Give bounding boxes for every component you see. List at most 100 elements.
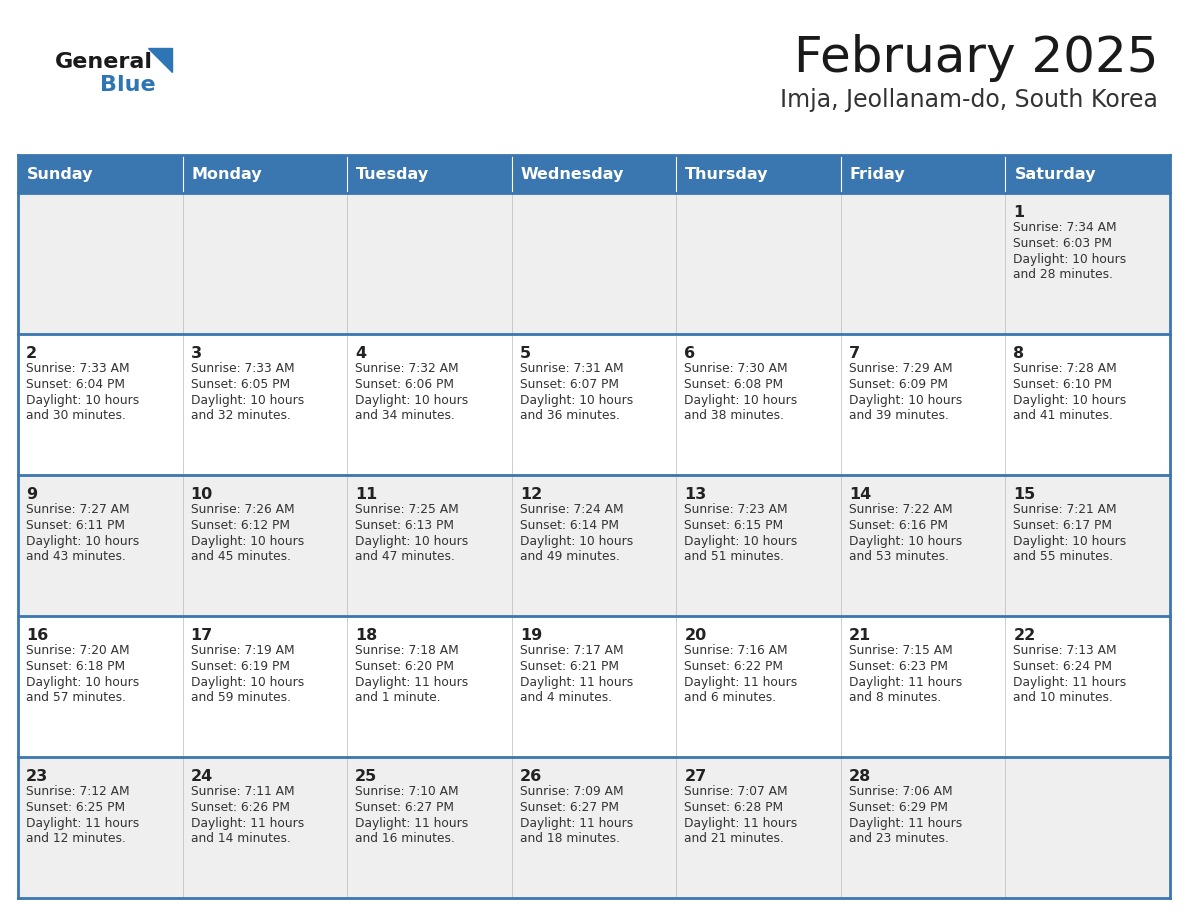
- Text: and 38 minutes.: and 38 minutes.: [684, 409, 784, 422]
- Text: Daylight: 10 hours: Daylight: 10 hours: [1013, 535, 1126, 548]
- Text: General: General: [55, 52, 153, 72]
- Text: 28: 28: [849, 769, 871, 784]
- Bar: [18, 757, 183, 898]
- Text: Sunrise: 7:34 AM: Sunrise: 7:34 AM: [1013, 221, 1117, 234]
- Text: Sunset: 6:16 PM: Sunset: 6:16 PM: [849, 519, 948, 532]
- Text: and 39 minutes.: and 39 minutes.: [849, 409, 949, 422]
- Text: 10: 10: [190, 487, 213, 502]
- Text: and 10 minutes.: and 10 minutes.: [1013, 691, 1113, 704]
- Text: Sunrise: 7:26 AM: Sunrise: 7:26 AM: [190, 503, 295, 516]
- Text: 13: 13: [684, 487, 707, 502]
- Text: 3: 3: [190, 346, 202, 361]
- Text: 14: 14: [849, 487, 871, 502]
- Text: Sunrise: 7:24 AM: Sunrise: 7:24 AM: [519, 503, 624, 516]
- Text: Sunrise: 7:12 AM: Sunrise: 7:12 AM: [26, 785, 129, 798]
- Text: Daylight: 11 hours: Daylight: 11 hours: [355, 676, 468, 689]
- Text: Sunset: 6:08 PM: Sunset: 6:08 PM: [684, 378, 783, 391]
- Bar: [1005, 193, 1170, 334]
- Text: Daylight: 10 hours: Daylight: 10 hours: [190, 535, 304, 548]
- Text: 21: 21: [849, 628, 871, 643]
- Text: Sunset: 6:25 PM: Sunset: 6:25 PM: [26, 801, 125, 814]
- Bar: [1005, 334, 1170, 475]
- Text: 1: 1: [1013, 205, 1024, 220]
- Text: Sunrise: 7:21 AM: Sunrise: 7:21 AM: [1013, 503, 1117, 516]
- Text: and 6 minutes.: and 6 minutes.: [684, 691, 777, 704]
- Text: Sunrise: 7:18 AM: Sunrise: 7:18 AM: [355, 644, 459, 657]
- Text: and 23 minutes.: and 23 minutes.: [849, 832, 949, 845]
- Bar: [183, 475, 347, 616]
- Text: and 36 minutes.: and 36 minutes.: [519, 409, 620, 422]
- Bar: [841, 475, 1005, 616]
- Text: Sunrise: 7:33 AM: Sunrise: 7:33 AM: [190, 362, 295, 375]
- Text: Sunset: 6:29 PM: Sunset: 6:29 PM: [849, 801, 948, 814]
- Text: Sunset: 6:09 PM: Sunset: 6:09 PM: [849, 378, 948, 391]
- Text: Blue: Blue: [100, 75, 156, 95]
- Text: Sunset: 6:07 PM: Sunset: 6:07 PM: [519, 378, 619, 391]
- Polygon shape: [148, 48, 172, 72]
- Bar: [676, 193, 841, 334]
- Bar: [676, 155, 841, 193]
- Bar: [676, 334, 841, 475]
- Text: and 4 minutes.: and 4 minutes.: [519, 691, 612, 704]
- Bar: [183, 193, 347, 334]
- Text: Sunrise: 7:33 AM: Sunrise: 7:33 AM: [26, 362, 129, 375]
- Text: Sunrise: 7:13 AM: Sunrise: 7:13 AM: [1013, 644, 1117, 657]
- Text: Sunday: Sunday: [27, 166, 94, 182]
- Bar: [183, 616, 347, 757]
- Text: Daylight: 11 hours: Daylight: 11 hours: [849, 817, 962, 830]
- Text: Sunset: 6:21 PM: Sunset: 6:21 PM: [519, 660, 619, 673]
- Text: Sunrise: 7:19 AM: Sunrise: 7:19 AM: [190, 644, 295, 657]
- Text: 24: 24: [190, 769, 213, 784]
- Text: and 32 minutes.: and 32 minutes.: [190, 409, 290, 422]
- Text: Sunset: 6:10 PM: Sunset: 6:10 PM: [1013, 378, 1112, 391]
- Text: Daylight: 11 hours: Daylight: 11 hours: [190, 817, 304, 830]
- Text: 22: 22: [1013, 628, 1036, 643]
- Bar: [347, 193, 512, 334]
- Text: and 59 minutes.: and 59 minutes.: [190, 691, 291, 704]
- Bar: [676, 757, 841, 898]
- Text: Daylight: 10 hours: Daylight: 10 hours: [26, 394, 139, 407]
- Text: Saturday: Saturday: [1015, 166, 1095, 182]
- Bar: [18, 475, 183, 616]
- Text: Daylight: 11 hours: Daylight: 11 hours: [1013, 676, 1126, 689]
- Text: Sunset: 6:28 PM: Sunset: 6:28 PM: [684, 801, 783, 814]
- Bar: [512, 193, 676, 334]
- Text: Sunrise: 7:11 AM: Sunrise: 7:11 AM: [190, 785, 295, 798]
- Text: Daylight: 10 hours: Daylight: 10 hours: [190, 676, 304, 689]
- Bar: [18, 155, 183, 193]
- Bar: [841, 155, 1005, 193]
- Text: 19: 19: [519, 628, 542, 643]
- Text: 15: 15: [1013, 487, 1036, 502]
- Bar: [18, 334, 183, 475]
- Text: and 55 minutes.: and 55 minutes.: [1013, 550, 1113, 563]
- Text: and 53 minutes.: and 53 minutes.: [849, 550, 949, 563]
- Text: Sunrise: 7:23 AM: Sunrise: 7:23 AM: [684, 503, 788, 516]
- Text: and 12 minutes.: and 12 minutes.: [26, 832, 126, 845]
- Text: Sunrise: 7:31 AM: Sunrise: 7:31 AM: [519, 362, 624, 375]
- Text: Sunrise: 7:22 AM: Sunrise: 7:22 AM: [849, 503, 953, 516]
- Bar: [512, 616, 676, 757]
- Text: Sunset: 6:22 PM: Sunset: 6:22 PM: [684, 660, 783, 673]
- Text: Sunset: 6:20 PM: Sunset: 6:20 PM: [355, 660, 454, 673]
- Text: Daylight: 10 hours: Daylight: 10 hours: [849, 535, 962, 548]
- Text: Sunrise: 7:06 AM: Sunrise: 7:06 AM: [849, 785, 953, 798]
- Text: Daylight: 10 hours: Daylight: 10 hours: [684, 394, 797, 407]
- Text: Sunrise: 7:25 AM: Sunrise: 7:25 AM: [355, 503, 459, 516]
- Text: Sunset: 6:18 PM: Sunset: 6:18 PM: [26, 660, 125, 673]
- Text: 11: 11: [355, 487, 378, 502]
- Text: Friday: Friday: [849, 166, 905, 182]
- Bar: [347, 616, 512, 757]
- Text: Sunrise: 7:27 AM: Sunrise: 7:27 AM: [26, 503, 129, 516]
- Text: and 21 minutes.: and 21 minutes.: [684, 832, 784, 845]
- Bar: [841, 193, 1005, 334]
- Text: and 1 minute.: and 1 minute.: [355, 691, 441, 704]
- Text: Daylight: 10 hours: Daylight: 10 hours: [355, 535, 468, 548]
- Text: Daylight: 10 hours: Daylight: 10 hours: [519, 394, 633, 407]
- Text: Sunrise: 7:28 AM: Sunrise: 7:28 AM: [1013, 362, 1117, 375]
- Text: 8: 8: [1013, 346, 1024, 361]
- Text: Sunrise: 7:10 AM: Sunrise: 7:10 AM: [355, 785, 459, 798]
- Text: Sunrise: 7:15 AM: Sunrise: 7:15 AM: [849, 644, 953, 657]
- Text: Daylight: 10 hours: Daylight: 10 hours: [26, 676, 139, 689]
- Text: and 51 minutes.: and 51 minutes.: [684, 550, 784, 563]
- Text: Sunrise: 7:30 AM: Sunrise: 7:30 AM: [684, 362, 788, 375]
